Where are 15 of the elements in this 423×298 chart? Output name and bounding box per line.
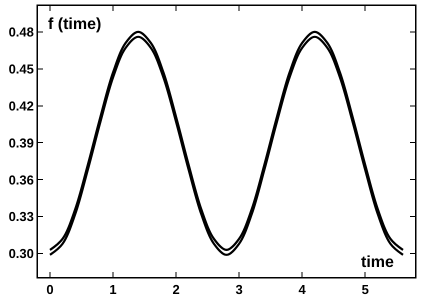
y-tick-label: 0.39	[8, 135, 34, 150]
x-tick-label: 4	[298, 282, 307, 298]
x-tick-label: 2	[172, 282, 180, 298]
x-axis-title: time	[361, 254, 394, 271]
y-tick-label: 0.48	[8, 24, 34, 40]
y-tick-label: 0.36	[8, 172, 34, 188]
y-tick-label: 0.42	[8, 98, 34, 114]
x-tick-label: 0	[46, 282, 54, 298]
y-tick-label: 0.45	[8, 61, 34, 76]
y-tick-label: 0.33	[8, 209, 34, 224]
y-axis-title: f (time)	[48, 16, 102, 33]
x-tick-label: 5	[362, 282, 369, 298]
x-tick-label: 1	[109, 282, 117, 298]
x-tick-label: 3	[235, 282, 243, 298]
y-tick-label: 0.30	[8, 246, 34, 262]
